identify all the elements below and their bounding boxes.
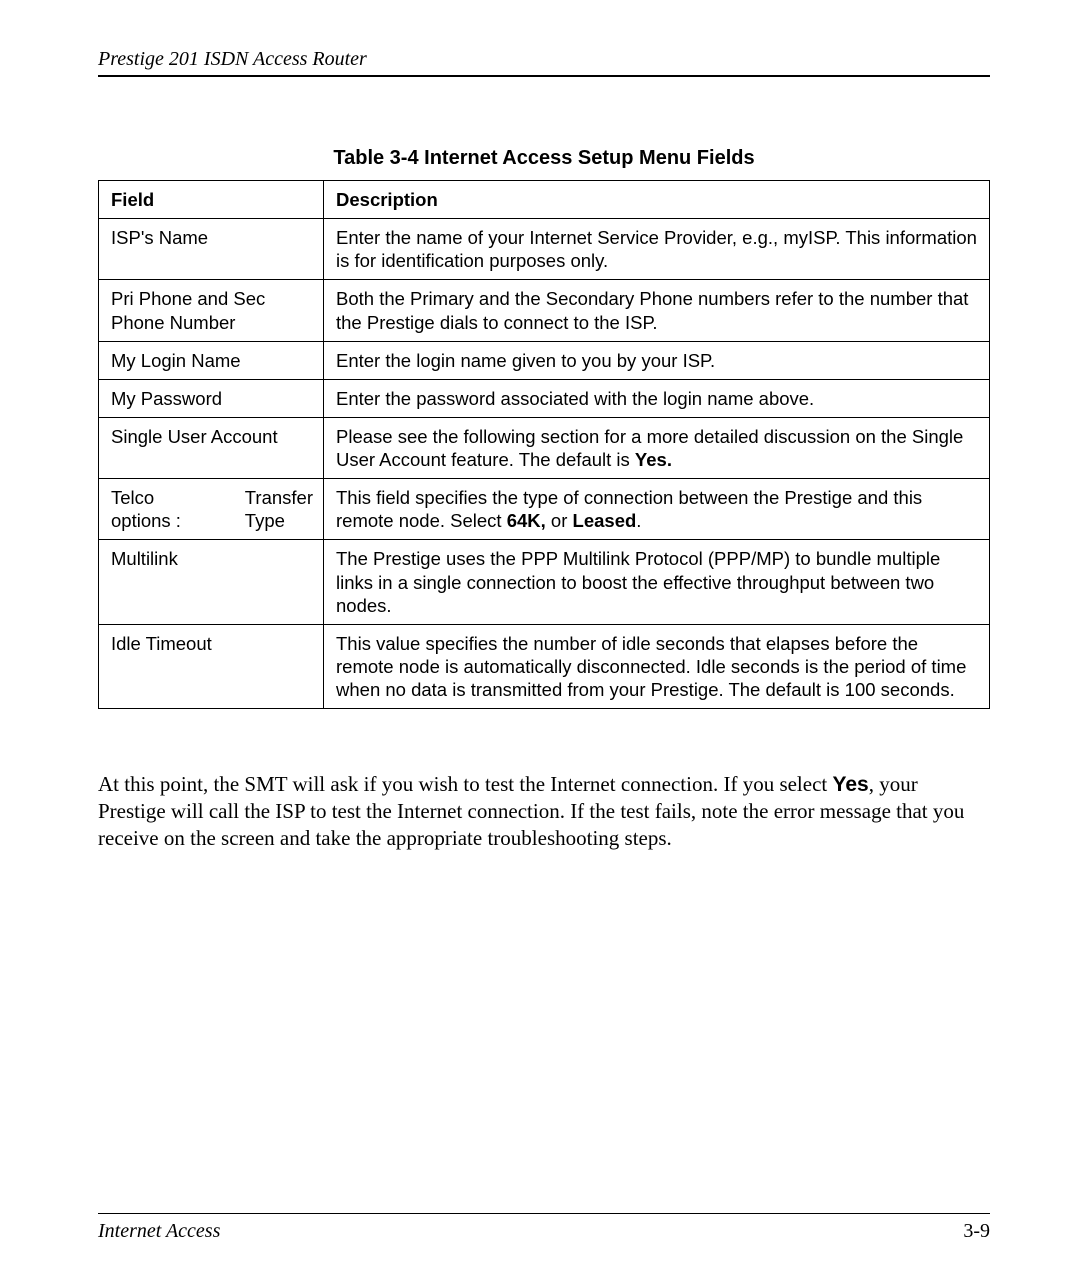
table-row: ISP's Name Enter the name of your Intern…: [99, 219, 990, 280]
desc-text: .: [636, 510, 641, 531]
telco-right-l2: Type: [245, 510, 285, 531]
table-caption: Table 3-4 Internet Access Setup Menu Fie…: [98, 147, 990, 170]
desc-bold: Yes.: [635, 449, 672, 470]
cell-field: Multilink: [99, 540, 324, 624]
cell-desc: This field specifies the type of connect…: [324, 479, 990, 540]
table-row: My Password Enter the password associate…: [99, 379, 990, 417]
col-field: Field: [99, 181, 324, 219]
table-row: Pri Phone and Sec Phone Number Both the …: [99, 280, 990, 341]
cell-desc: Enter the login name given to you by you…: [324, 341, 990, 379]
table-header-row: Field Description: [99, 181, 990, 219]
telco-left-l1: Telco: [111, 487, 154, 508]
header-rule: [98, 75, 990, 77]
para-yes: Yes: [833, 773, 869, 796]
fields-table: Field Description ISP's Name Enter the n…: [98, 180, 990, 709]
cell-desc: The Prestige uses the PPP Multilink Prot…: [324, 540, 990, 624]
col-description: Description: [324, 181, 990, 219]
cell-field: Idle Timeout: [99, 624, 324, 708]
cell-desc: This value specifies the number of idle …: [324, 624, 990, 708]
page-footer: Internet Access 3-9: [98, 1213, 990, 1243]
footer-section: Internet Access: [98, 1220, 220, 1243]
running-header: Prestige 201 ISDN Access Router: [98, 48, 990, 75]
footer-rule: [98, 1213, 990, 1214]
table-row: Multilink The Prestige uses the PPP Mult…: [99, 540, 990, 624]
desc-text: or: [546, 510, 573, 531]
telco-right-l1: Transfer: [245, 487, 313, 508]
telco-left-l2: options :: [111, 510, 181, 531]
cell-field: Pri Phone and Sec Phone Number: [99, 280, 324, 341]
cell-desc: Please see the following section for a m…: [324, 417, 990, 478]
cell-desc: Enter the password associated with the l…: [324, 379, 990, 417]
body-paragraph: At this point, the SMT will ask if you w…: [98, 771, 990, 851]
cell-desc: Enter the name of your Internet Service …: [324, 219, 990, 280]
cell-desc: Both the Primary and the Secondary Phone…: [324, 280, 990, 341]
table-row: Telco options : Transfer Type This field…: [99, 479, 990, 540]
table-row: Idle Timeout This value specifies the nu…: [99, 624, 990, 708]
cell-field: Single User Account: [99, 417, 324, 478]
footer-page-number: 3-9: [963, 1220, 990, 1243]
desc-bold: 64K,: [507, 510, 546, 531]
cell-field: Telco options : Transfer Type: [99, 479, 324, 540]
cell-field: My Password: [99, 379, 324, 417]
table-row: Single User Account Please see the follo…: [99, 417, 990, 478]
table-row: My Login Name Enter the login name given…: [99, 341, 990, 379]
cell-field: ISP's Name: [99, 219, 324, 280]
cell-field: My Login Name: [99, 341, 324, 379]
para-pre: At this point, the SMT will ask if you w…: [98, 772, 833, 796]
desc-bold: Leased: [573, 510, 637, 531]
